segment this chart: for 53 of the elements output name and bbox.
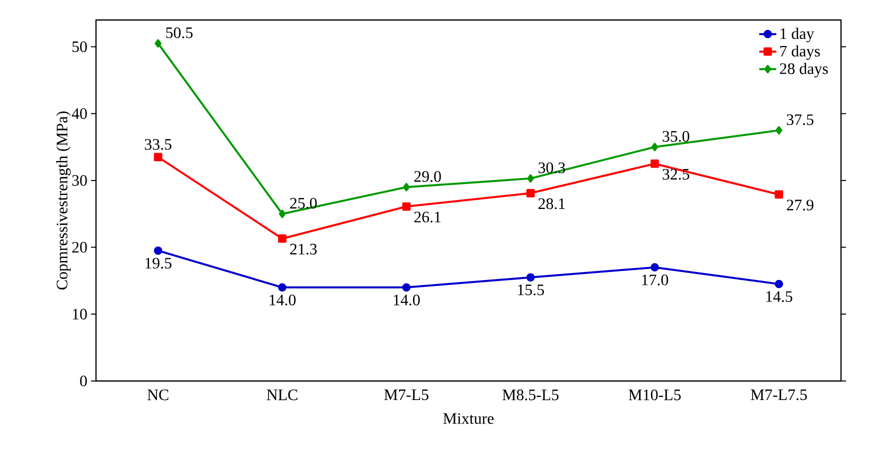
data-label: 21.3 — [290, 244, 317, 255]
data-label: 28.1 — [538, 198, 565, 210]
point — [278, 210, 286, 218]
legend-label: 1 day — [780, 28, 814, 42]
x-tick-label: NLC — [266, 390, 298, 400]
x-tick-label: M7-L5 — [384, 390, 428, 400]
data-label: 37.5 — [786, 114, 814, 126]
y-tick-label: 50 — [72, 41, 87, 52]
data-label: 14.5 — [766, 291, 792, 302]
point — [154, 152, 162, 162]
y-tick-label: 40 — [72, 108, 87, 119]
legend-label: 7 days — [780, 45, 820, 60]
legend-label: 28 days — [780, 62, 828, 78]
point — [526, 188, 535, 198]
data-label: 29.0 — [414, 171, 441, 182]
point — [650, 160, 659, 168]
x-tick-label: M8.5-L5 — [502, 390, 559, 400]
data-label: 50.5 — [166, 27, 193, 38]
point — [278, 234, 286, 243]
data-label: 32.5 — [662, 168, 690, 180]
point — [154, 39, 162, 48]
data-label: 27.9 — [786, 200, 814, 210]
point — [774, 190, 784, 199]
x-axis-title: Mixture — [443, 413, 494, 424]
point — [526, 273, 535, 282]
y-tick-label: 30 — [72, 175, 87, 186]
x-tick-label: NC — [147, 390, 168, 400]
x-tick-label: M10-L5 — [628, 390, 681, 400]
point — [403, 182, 410, 192]
data-label: 14.0 — [270, 294, 296, 306]
point — [278, 283, 286, 292]
data-label: 19.5 — [146, 258, 172, 269]
point — [774, 280, 784, 288]
point — [651, 142, 658, 152]
point — [650, 263, 659, 272]
data-label: 35.0 — [662, 131, 690, 142]
data-label: 15.5 — [518, 284, 544, 296]
data-label: 33.5 — [144, 139, 172, 150]
x-tick-label: M7-L7.5 — [750, 390, 807, 400]
y-axis-title: Copmressivestrength (MPa) — [56, 112, 71, 290]
y-tick-label: 0 — [80, 376, 87, 386]
data-label: 26.1 — [414, 212, 441, 222]
point — [402, 283, 411, 292]
point — [402, 202, 411, 211]
data-label: 14.0 — [394, 294, 420, 306]
data-label: 17.0 — [642, 274, 668, 286]
point — [527, 174, 534, 183]
point — [154, 246, 162, 255]
data-label: 25.0 — [290, 198, 317, 209]
data-label: 30.3 — [538, 162, 566, 174]
y-tick-label: 10 — [72, 308, 87, 320]
y-tick-label: 20 — [72, 242, 87, 253]
point — [776, 126, 782, 134]
